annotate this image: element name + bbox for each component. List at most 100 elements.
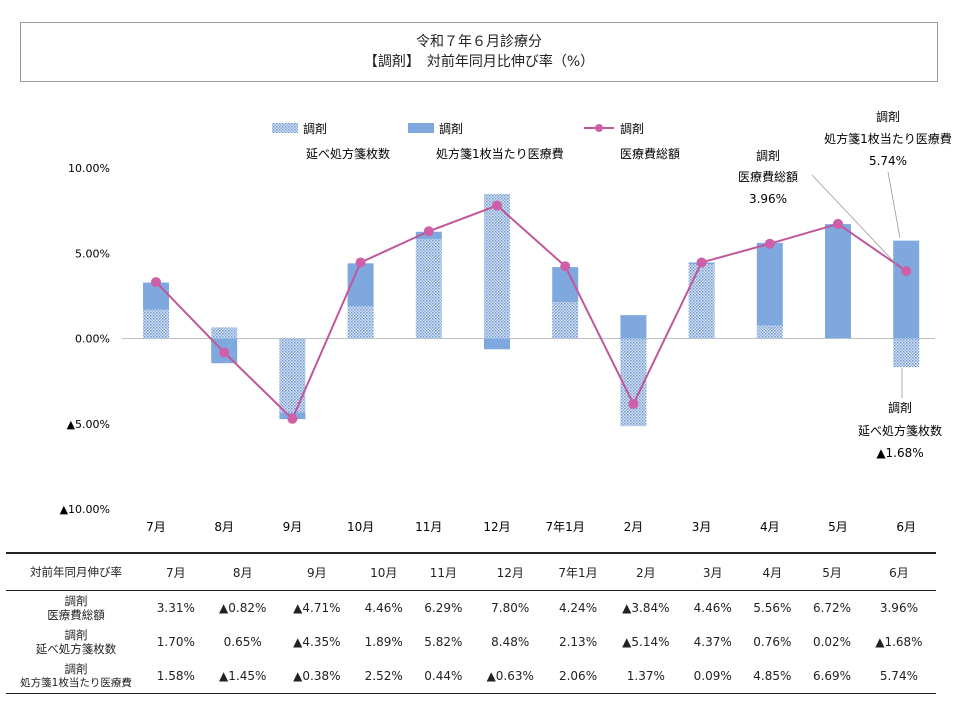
x-tick-label: 10月 bbox=[347, 520, 374, 534]
x-tick-label: 12月 bbox=[483, 520, 510, 534]
legend-label-prescriptions-1: 調剤 bbox=[303, 121, 327, 136]
table-cell: ▲0.63% bbox=[473, 659, 548, 694]
table-cell: 1.89% bbox=[364, 635, 403, 649]
bar-prescriptions bbox=[552, 302, 579, 339]
point-total bbox=[764, 238, 775, 249]
legend: 調剤 延べ処方箋枚数 調剤 処方箋1枚当たり医療費 調剤 医療費総額 bbox=[272, 121, 680, 161]
legend-label-total-2: 医療費総額 bbox=[620, 146, 680, 161]
table-cell: 5.74% bbox=[861, 659, 936, 694]
table-row: 調剤 処方箋1枚当たり医療費 1.58% ▲1.45% ▲0.38% 2.52% 0.44%… bbox=[6, 659, 936, 694]
table-row-label: 調剤 延べ処方箋枚数 bbox=[35, 628, 117, 656]
table-cell: ▲4.35% bbox=[293, 635, 341, 649]
table-cell: 4.46% bbox=[693, 601, 732, 615]
table-header-month: 5月 bbox=[802, 552, 862, 591]
bar-prescriptions bbox=[756, 325, 783, 339]
x-tick-label: 3月 bbox=[692, 520, 712, 534]
table-cell: 1.70% bbox=[156, 635, 195, 649]
annotation-total-3: 3.96% bbox=[749, 192, 787, 206]
table-row-label: 調剤 医療費総額 bbox=[47, 594, 105, 622]
y-tick-label: ▲5.00% bbox=[67, 418, 110, 431]
bar-prescriptions bbox=[484, 193, 510, 339]
bar-prescriptions bbox=[688, 263, 715, 339]
table-header-month: 3月 bbox=[682, 552, 743, 591]
annotations: 調剤 医療費総額 3.96% 調剤 処方箋1枚当たり医療費 5.74% 調剤 延… bbox=[738, 109, 952, 460]
x-tick-label: 8月 bbox=[214, 520, 234, 534]
y-axis: 10.00% 5.00% 0.00% ▲5.00% ▲10.00% bbox=[60, 162, 935, 516]
line-total bbox=[155, 204, 907, 421]
table-cell: 2.06% bbox=[547, 659, 609, 694]
table-cell: 6.72% bbox=[812, 601, 852, 615]
point-total bbox=[423, 226, 434, 237]
annotation-total-2: 医療費総額 bbox=[738, 169, 798, 184]
annotation-prescriptions-3: ▲1.68% bbox=[876, 446, 923, 460]
legend-swatch-prescriptions bbox=[272, 123, 298, 133]
y-tick-label: 10.00% bbox=[68, 162, 110, 175]
data-table: 対前年同月伸び率 7月 8月 9月 10月 11月 12月 7年1月 2月 3月 4月 5月 6月調剤医… bbox=[6, 552, 936, 694]
legend-marker-total bbox=[595, 124, 603, 132]
table-header-month: 7月 bbox=[146, 552, 206, 591]
point-total bbox=[219, 347, 230, 358]
annotation-per-prescription-leader bbox=[887, 171, 901, 239]
bar-prescriptions bbox=[893, 338, 920, 368]
table-header-month: 11月 bbox=[413, 552, 474, 591]
point-total bbox=[833, 218, 843, 229]
table-row: 調剤 医療費総額 3.31% ▲0.82% ▲4.71% 4.46% 6.29% 7.80% 4… bbox=[6, 591, 936, 626]
table-cell: 0.76% bbox=[753, 635, 792, 649]
table-header-month: 7年1月 bbox=[547, 552, 609, 591]
table-header-label: 対前年同月伸び率 bbox=[6, 552, 146, 591]
x-tick-label: 7月 bbox=[146, 520, 166, 534]
table-cell: 6.69% bbox=[802, 659, 862, 694]
table-cell: 1.58% bbox=[146, 659, 206, 694]
x-tick-label: 6月 bbox=[896, 520, 916, 534]
table-header-month: 12月 bbox=[473, 552, 548, 591]
table-cell: 3.96% bbox=[879, 601, 918, 615]
y-tick-label: ▲10.00% bbox=[60, 503, 110, 516]
table-cell: 4.46% bbox=[364, 601, 403, 615]
bar-per-prescription bbox=[756, 242, 783, 326]
table-cell: ▲0.38% bbox=[279, 659, 354, 694]
table-cell: 5.82% bbox=[424, 635, 463, 649]
legend-label-total-1: 調剤 bbox=[620, 121, 644, 136]
bar-prescriptions bbox=[279, 338, 306, 413]
table-cell: 3.31% bbox=[156, 601, 195, 615]
annotation-prescriptions-1: 調剤 bbox=[888, 400, 912, 415]
table-cell: ▲0.82% bbox=[219, 601, 267, 615]
x-tick-label: 11月 bbox=[415, 520, 442, 534]
bar-prescriptions bbox=[211, 327, 238, 339]
bar-per-prescription bbox=[620, 315, 647, 339]
table-header-month: 10月 bbox=[353, 552, 414, 591]
table-header-month: 9月 bbox=[279, 552, 354, 591]
table-cell: 7.80% bbox=[491, 601, 530, 615]
table-cell: 4.37% bbox=[693, 635, 732, 649]
table-cell: 1.37% bbox=[608, 659, 683, 694]
table-row: 調剤 延べ処方箋枚数 1.70% 0.65% ▲4.35% 1.89% 5.82% 8.48%… bbox=[6, 625, 936, 659]
table-cell: 2.52% bbox=[353, 659, 414, 694]
annotation-total-leader bbox=[811, 174, 897, 265]
table-cell: 2.13% bbox=[558, 635, 598, 649]
bar-prescriptions bbox=[415, 239, 442, 339]
table-row-label: 調剤 処方箋1枚当たり医療費 bbox=[6, 659, 146, 694]
table-cell: 0.09% bbox=[682, 659, 743, 694]
point-total bbox=[287, 413, 298, 424]
legend-swatch-per-prescription bbox=[408, 123, 434, 133]
annotation-total-1: 調剤 bbox=[756, 148, 780, 163]
point-total bbox=[901, 265, 912, 276]
table-header-row: 対前年同月伸び率 7月 8月 9月 10月 11月 12月 7年1月 2月 3月 4月 5月 6月 bbox=[6, 552, 936, 591]
line-series bbox=[151, 200, 912, 424]
bar-per-prescription bbox=[143, 282, 169, 310]
x-tick-label: 5月 bbox=[828, 520, 848, 534]
point-total bbox=[492, 200, 502, 211]
x-axis: 7月 8月 9月 10月 11月 12月 7年1月 2月 3月 4月 5月 6月 bbox=[146, 520, 916, 534]
table-cell: ▲1.45% bbox=[205, 659, 280, 694]
table-cell: 5.56% bbox=[753, 601, 792, 615]
table-header-month: 2月 bbox=[608, 552, 683, 591]
table-cell: ▲5.14% bbox=[622, 635, 670, 649]
table-cell: ▲4.71% bbox=[293, 601, 341, 615]
annotation-prescriptions-2: 延べ処方箋枚数 bbox=[858, 423, 942, 438]
table-header-month: 8月 bbox=[205, 552, 280, 591]
bar-per-prescription bbox=[893, 240, 920, 339]
y-tick-label: 5.00% bbox=[75, 247, 110, 260]
x-tick-label: 2月 bbox=[624, 520, 644, 534]
legend-label-prescriptions-2: 延べ処方箋枚数 bbox=[306, 146, 390, 161]
chart: 調剤 延べ処方箋枚数 調剤 処方箋1枚当たり医療費 調剤 医療費総額 10.00… bbox=[60, 109, 952, 534]
